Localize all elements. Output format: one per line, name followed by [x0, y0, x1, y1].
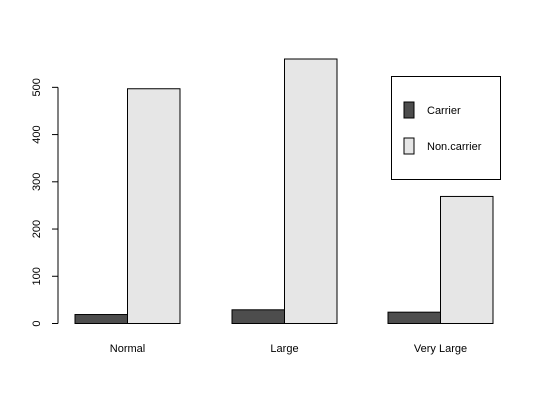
x-axis-labels: Normal Large Very Large — [110, 343, 467, 355]
legend-swatch — [403, 137, 415, 155]
legend-box — [391, 76, 501, 180]
bar-non-carrier-very-large — [440, 195, 494, 325]
bar-carrier-normal — [74, 314, 128, 324]
legend: Carrier Non.carrier — [391, 76, 501, 180]
bar-carrier-large — [231, 309, 285, 324]
y-tick-label: 500 — [31, 78, 43, 96]
category-label: Very Large — [414, 343, 467, 355]
y-tick-label: 400 — [31, 125, 43, 143]
category-label: Normal — [110, 343, 145, 355]
legend-label: Carrier — [427, 105, 461, 117]
legend-swatch — [403, 101, 415, 119]
y-tick-label: 300 — [31, 173, 43, 191]
bar-carrier-very-large — [387, 311, 441, 324]
category-label: Large — [270, 343, 298, 355]
y-tick-label: 100 — [31, 267, 43, 285]
bars — [74, 58, 494, 325]
y-tick-label: 0 — [31, 320, 43, 326]
legend-label: Non.carrier — [427, 141, 482, 153]
bar-non-carrier-normal — [127, 88, 181, 324]
y-axis: 0 100 200 300 400 500 — [31, 78, 59, 327]
y-tick-label: 200 — [31, 220, 43, 238]
bar-non-carrier-large — [284, 58, 338, 324]
